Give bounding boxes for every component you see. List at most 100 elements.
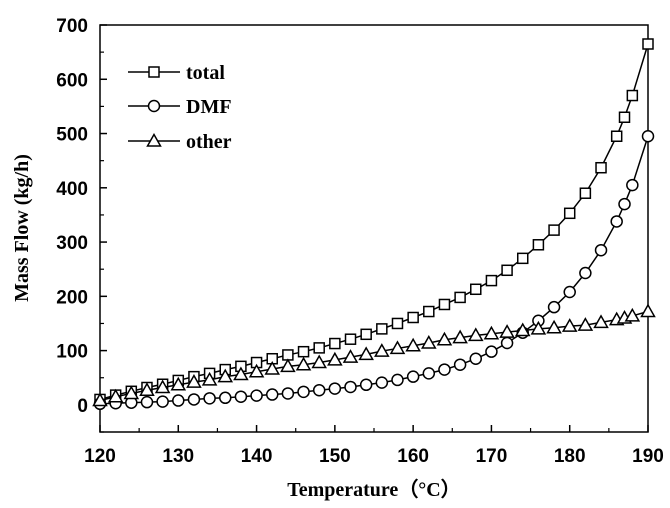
- y-tick-label: 100: [56, 342, 88, 363]
- data-point-total: [579, 187, 592, 199]
- series-layer: [92, 38, 656, 411]
- data-point-DMF: [594, 243, 608, 257]
- data-point-DMF: [422, 367, 436, 380]
- data-point-total: [595, 161, 607, 174]
- legend-label: other: [186, 131, 232, 153]
- data-point-DMF: [219, 391, 232, 405]
- data-point-other: [280, 358, 296, 373]
- data-point-DMF: [203, 392, 216, 405]
- data-point-other: [264, 361, 281, 375]
- y-tick-label: 300: [56, 233, 88, 254]
- data-point-other: [358, 346, 374, 361]
- series-line-DMF: [99, 136, 649, 405]
- data-point-DMF: [469, 352, 483, 365]
- data-point-DMF: [312, 383, 326, 397]
- y-tick-label: 400: [56, 179, 88, 200]
- data-point-total: [360, 328, 372, 341]
- data-point-total: [626, 89, 639, 102]
- series-total: [94, 38, 654, 406]
- series-DMF: [93, 129, 655, 411]
- data-point-other: [405, 337, 421, 352]
- data-point-other: [217, 368, 234, 383]
- data-point-other: [514, 322, 531, 337]
- legend-marker-DMF: [147, 99, 161, 113]
- data-point-DMF: [328, 382, 342, 395]
- data-point-total: [376, 323, 388, 335]
- data-point-total: [329, 337, 341, 350]
- data-point-other: [483, 325, 500, 340]
- x-tick-label: 190: [632, 446, 664, 467]
- x-axis-title: Temperature（°C）: [287, 478, 461, 501]
- data-point-other: [436, 331, 453, 346]
- data-point-other: [389, 340, 406, 355]
- legend-item-other: other: [128, 131, 232, 153]
- data-point-DMF: [140, 395, 154, 409]
- data-point-total: [313, 342, 325, 354]
- data-point-DMF: [641, 129, 655, 143]
- data-point-other: [577, 317, 594, 331]
- legend: total DMF other: [128, 62, 232, 153]
- data-point-total: [423, 305, 435, 318]
- data-point-DMF: [438, 363, 451, 376]
- x-axis: 120 130 140 150 160 170 180 190: [84, 425, 664, 467]
- data-point-total: [548, 224, 560, 236]
- series-other: [92, 303, 656, 407]
- data-point-total: [610, 130, 623, 142]
- data-point-DMF: [500, 336, 514, 350]
- data-point-total: [516, 252, 529, 265]
- data-point-total: [438, 298, 451, 311]
- data-point-total: [532, 239, 545, 251]
- data-point-DMF: [359, 378, 373, 392]
- data-point-other: [467, 327, 484, 342]
- legend-marker-other: [146, 132, 162, 147]
- data-point-DMF: [610, 215, 623, 228]
- data-point-other: [186, 374, 202, 388]
- data-point-other: [107, 388, 124, 403]
- data-point-other: [311, 354, 327, 369]
- data-point-total: [297, 345, 310, 358]
- data-point-total: [470, 283, 482, 296]
- data-point-other: [452, 329, 468, 344]
- data-point-other: [593, 314, 609, 329]
- y-axis-title: Mass Flow (kg/h): [11, 154, 33, 302]
- data-point-DMF: [453, 358, 467, 371]
- data-point-other: [295, 356, 312, 371]
- data-point-other: [499, 324, 515, 338]
- legend-marker-total: [148, 66, 160, 78]
- y-tick-label: 500: [56, 125, 88, 146]
- data-point-DMF: [265, 388, 279, 401]
- data-point-total: [485, 274, 498, 287]
- x-tick-label: 120: [84, 446, 116, 467]
- y-axis: 0 100 200 300 400 500 600 700: [56, 16, 107, 433]
- data-point-DMF: [563, 285, 576, 299]
- data-point-DMF: [187, 393, 201, 406]
- data-point-DMF: [156, 395, 169, 408]
- data-point-total: [563, 207, 576, 220]
- data-point-other: [248, 363, 265, 378]
- legend-label: total: [186, 62, 225, 84]
- x-tick-label: 130: [162, 446, 194, 467]
- data-point-other: [530, 320, 547, 335]
- data-point-DMF: [172, 394, 185, 407]
- data-point-total: [618, 111, 631, 124]
- legend-item-DMF: DMF: [128, 96, 232, 118]
- data-point-other: [624, 307, 641, 322]
- x-tick-label: 170: [476, 446, 508, 467]
- data-point-total: [501, 264, 513, 277]
- data-point-other: [154, 379, 171, 394]
- data-point-DMF: [281, 387, 295, 400]
- data-point-other: [92, 392, 108, 407]
- x-tick-label: 180: [554, 446, 586, 467]
- data-point-other: [421, 334, 437, 349]
- data-point-DMF: [250, 389, 263, 402]
- x-tick-label: 160: [397, 446, 429, 467]
- data-point-other: [374, 343, 390, 357]
- y-tick-label: 700: [56, 16, 88, 37]
- legend-item-total: total: [128, 62, 225, 84]
- data-point-total: [407, 311, 419, 324]
- data-point-DMF: [547, 300, 561, 314]
- data-point-other: [201, 371, 218, 386]
- data-point-other: [233, 366, 249, 381]
- data-point-other: [561, 318, 578, 332]
